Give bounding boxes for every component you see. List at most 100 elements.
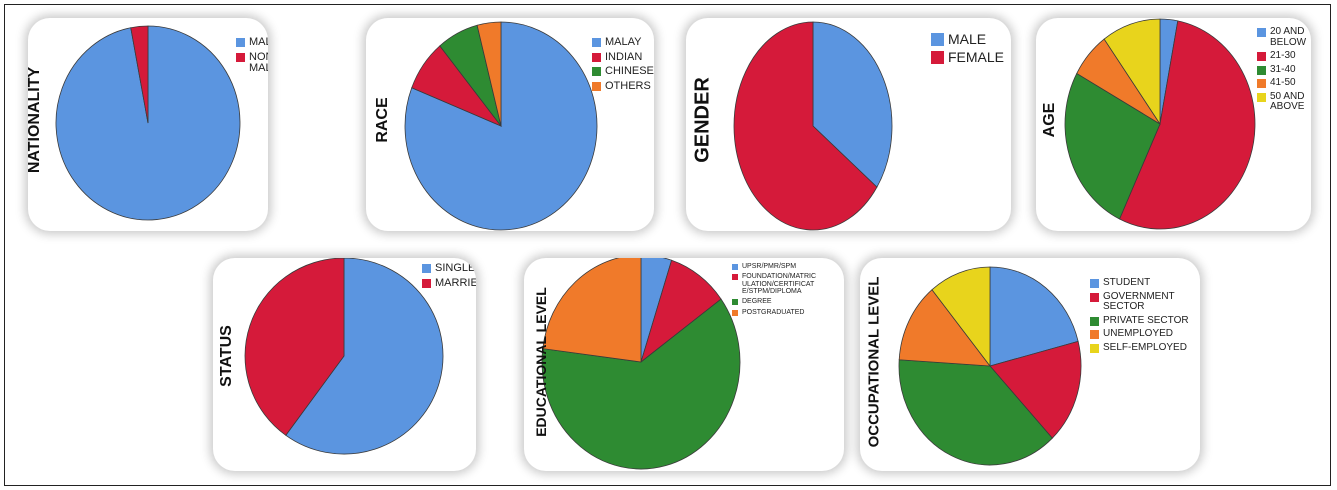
legend-item-student: STUDENT [1090,277,1194,289]
legend-swatch [1257,52,1266,61]
legend-swatch [1257,28,1266,37]
legend-swatch [1090,343,1099,353]
status-title: STATUS [218,325,235,387]
legend-label: 20 AND BELOW [1270,26,1307,48]
age-slice-21-30 [1119,20,1256,230]
nationality-title: NATIONALITY [28,66,43,174]
legend-label: 31-40 [1270,63,1296,75]
legend-item-married: MARRIED [422,277,476,290]
gender-chart-panel: GENDER MALE FEMALE [686,18,1011,231]
legend-swatch [732,299,738,306]
occupational-level-pie [898,266,1082,466]
race-legend: MALAY INDIAN CHINESE OTHERS [592,36,654,95]
occupational-level-slice-government-sector [989,340,1082,439]
gender-slice-female [733,21,878,231]
legend-item-male: MALE [931,32,1004,47]
age-title: AGE [1041,102,1058,138]
race-chart-panel: RACE MALAY INDIAN CHINESE OTHERS [366,18,654,231]
legend-item-government-sector: GOVERNMENT SECTOR [1090,290,1194,313]
legend-label: 41-50 [1270,77,1296,88]
legend-item-self-employed: SELF-EMPLOYED [1090,341,1194,354]
legend-label: STUDENT [1103,277,1151,288]
legend-label: PRIVATE SECTOR [1103,314,1189,326]
legend-item-unemployed: UNEMPLOYED [1090,328,1194,340]
legend-swatch [236,38,245,47]
legend-item-female: FEMALE [931,49,1004,65]
legend-swatch [592,52,601,62]
legend-swatch [1257,79,1266,88]
legend-item-31-40: 31-40 [1257,63,1305,76]
status-slice-married [244,258,345,436]
status-pie [244,258,444,455]
educational-level-chart-panel: EDUCATIONAL LEVEL UPSR/PMR/SPM FOUNDATION/… [524,258,844,471]
educational-level-slice-degree [541,298,741,470]
legend-item-foundation-matric-ulation-certificat-e-stpm-diploma: FOUNDATION/MATRIC ULATION/CERTIFICAT E/S… [732,273,838,295]
status-legend: SINGLE MARRIED [422,262,476,292]
legend-label: SELF-EMPLOYED [1103,341,1187,353]
age-pie [1064,18,1256,230]
legend-swatch [592,81,601,91]
legend-swatch [931,50,944,64]
legend-item-others: OTHERS [592,79,651,93]
legend-item-postgraduated: POSTGRADUATED [732,309,838,316]
legend-label: DEGREE [742,298,772,306]
legend-swatch [1257,65,1266,75]
nationality-pie [55,25,241,221]
legend-label: GOVERNMENT SECTOR [1103,290,1175,312]
occupational-level-slice-unemployed [898,289,991,367]
legend-item-indian: INDIAN [592,50,648,64]
occupational-level-slice-private-sector [898,359,1053,466]
legend-label: MALAY [605,36,642,48]
nationality-chart-panel: NATIONALITY MALAYSIAN NON-MALAYSIAN [28,18,268,231]
legend-swatch [732,274,738,281]
race-pie [404,21,598,231]
age-chart-panel: AGE 20 AND BELOW 21-30 31-40 41-50 50 AND ABO… [1036,18,1311,231]
legend-swatch [592,38,601,47]
legend-label: SINGLE [435,262,476,274]
legend-swatch [422,264,431,273]
educational-level-legend: UPSR/PMR/SPM FOUNDATION/MATRIC ULATION/CE… [732,263,838,319]
educational-level-slice-postgraduated [542,258,642,363]
age-legend: 20 AND BELOW 21-30 31-40 41-50 50 AND ABOVE [1257,26,1307,116]
legend-label: UNEMPLOYED [1103,328,1174,339]
nationality-slice-non-malaysian [130,25,149,124]
legend-swatch [592,67,601,77]
gender-slice-male [812,21,893,188]
occupational-level-chart-panel: OCCUPATIONAL LEVEL STUDENT GOVERNMENT SECT… [860,258,1200,471]
legend-label: 50 AND ABOVE [1270,90,1305,112]
legend-swatch [236,52,245,62]
legend-label: FOUNDATION/MATRIC ULATION/CERTIFICAT E/S… [742,273,817,296]
status-slice-single [285,258,444,455]
legend-item-41-50: 41-50 [1257,77,1305,89]
occupational-level-slice-student [989,266,1079,367]
legend-swatch [732,264,738,270]
legend-swatch [931,33,944,46]
legend-label: MALE [948,31,987,47]
legend-item-non-malaysian: NON-MALAYSIAN [236,51,268,75]
legend-label: UPSR/PMR/SPM [742,263,797,270]
occupational-level-title: OCCUPATIONAL LEVEL [865,276,883,448]
gender-legend: MALE FEMALE [931,32,1004,67]
legend-label: POSTGRADUATED [742,308,805,316]
legend-label: NON-MALAYSIAN [249,50,268,75]
legend-label: OTHERS [605,79,651,92]
legend-label: MARRIED [435,276,476,289]
legend-label: INDIAN [605,50,643,63]
legend-label: CHINESE [605,65,654,78]
legend-swatch [1257,92,1266,102]
educational-level-pie [541,258,741,470]
legend-item-malaysian: MALAYSIAN [236,36,268,49]
figure-frame [4,4,1331,486]
legend-item-malay: MALAY [592,36,648,49]
nationality-legend: MALAYSIAN NON-MALAYSIAN [236,36,268,78]
legend-item-20-and-below: 20 AND BELOW [1257,26,1307,48]
legend-item-single: SINGLE [422,262,475,275]
legend-swatch [1090,292,1099,302]
age-slice-50-and-above [1103,18,1161,126]
legend-label: 21-30 [1270,50,1296,61]
occupational-level-legend: STUDENT GOVERNMENT SECTOR PRIVATE SECTOR UN… [1090,277,1194,356]
occupational-level-slice-self-employed [931,266,991,368]
race-title: RACE [374,97,391,143]
race-slice-others [476,21,502,127]
legend-swatch [422,278,431,288]
